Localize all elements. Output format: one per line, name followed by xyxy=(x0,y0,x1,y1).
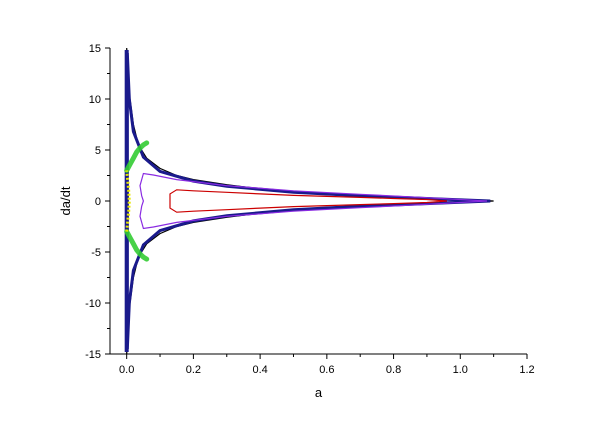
y-tick-label: -5 xyxy=(91,247,101,259)
series-green-band xyxy=(124,140,150,173)
x-tick-label: 0.6 xyxy=(319,364,334,376)
y-axis-title: da/dt xyxy=(58,186,73,215)
series-green-band xyxy=(124,229,150,262)
y-tick-label: 5 xyxy=(95,145,101,157)
series-dense-trajectories-near-a0 xyxy=(125,53,491,349)
series-inner-loop xyxy=(169,189,447,213)
series-outer-separatrix xyxy=(126,47,494,355)
phase-curves xyxy=(124,47,494,355)
series-middle-loop xyxy=(139,172,488,230)
y-tick-label: -15 xyxy=(85,349,101,361)
y-tick-label: 0 xyxy=(95,196,101,208)
x-axis-ticks: 0.0 0.2 0.4 0.6 0.8 1.0 1.2 xyxy=(119,354,535,376)
y-axis-ticks: -15 -10 -5 0 5 10 15 xyxy=(85,43,110,361)
y-tick-label: 15 xyxy=(89,43,101,55)
y-tick-label: 10 xyxy=(89,94,101,106)
x-axis-title: a xyxy=(315,385,323,400)
x-tick-label: 1.2 xyxy=(519,364,534,376)
y-tick-label: -10 xyxy=(85,298,101,310)
x-tick-label: 0.0 xyxy=(119,364,134,376)
x-tick-label: 0.8 xyxy=(386,364,401,376)
x-tick-label: 0.2 xyxy=(186,364,201,376)
x-tick-label: 1.0 xyxy=(453,364,468,376)
x-tick-label: 0.4 xyxy=(252,364,267,376)
